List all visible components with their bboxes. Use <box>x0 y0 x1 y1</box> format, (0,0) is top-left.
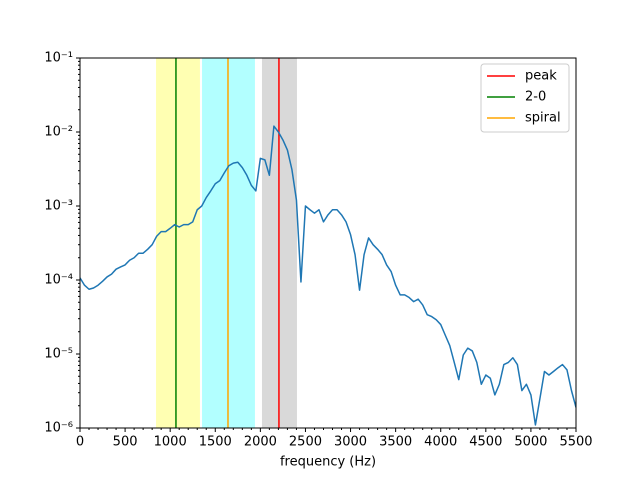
y-tick-label: 10⁻⁴ <box>44 273 73 288</box>
x-tick-label: 500 <box>113 435 138 450</box>
x-tick-label: 5500 <box>559 435 592 450</box>
x-tick-label: 2500 <box>289 435 322 450</box>
y-tick-label: 10⁻⁵ <box>44 347 73 362</box>
x-tick-label: 4500 <box>469 435 502 450</box>
x-axis-label: frequency (Hz) <box>280 455 376 470</box>
x-tick-label: 5000 <box>514 435 547 450</box>
x-tick-label: 3500 <box>379 435 412 450</box>
axes-frame <box>79 57 577 429</box>
y-tick-label: 10⁻³ <box>44 199 73 214</box>
x-tick-label: 2000 <box>244 435 277 450</box>
legend-box <box>480 63 570 133</box>
legend-label: spiral <box>525 111 561 126</box>
y-tick-label: 10⁻⁶ <box>44 421 73 436</box>
y-tick-label: 10⁻¹ <box>44 51 73 66</box>
spectrum-line <box>80 125 576 426</box>
legend-label: peak <box>525 69 557 84</box>
plot <box>80 125 576 426</box>
legend-label: 2-0 <box>525 90 546 105</box>
x-tick-label: 0 <box>76 435 84 450</box>
span <box>156 58 200 428</box>
x-tick-label: 3000 <box>334 435 367 450</box>
y-tick-label: 10⁻² <box>44 125 73 140</box>
x-tick-label: 4000 <box>424 435 457 450</box>
x-tick-label: 1500 <box>199 435 232 450</box>
x-tick-label: 1000 <box>154 435 187 450</box>
